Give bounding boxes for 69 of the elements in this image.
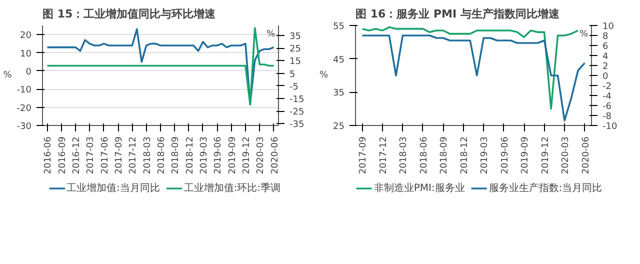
y-axis-title: % — [3, 70, 12, 80]
y2-tick-label: 4 — [602, 52, 608, 62]
y2-tick-label: -2 — [602, 82, 612, 92]
x-tick-label: 2017-09 — [358, 136, 369, 174]
x-tick-label: 2018-06 — [157, 136, 167, 174]
x-tick-label: 2016-06 — [44, 136, 54, 174]
y2-tick-label: -25 — [290, 108, 304, 118]
chart-title: 图 16：服务业 PMI 与生产指数同比增速 — [356, 8, 560, 20]
legend-label: 非制造业PMI:服务业 — [374, 182, 465, 195]
x-tick-label: 2019-12 — [242, 136, 252, 174]
y2-tick-label: 5 — [290, 70, 296, 80]
y-tick-label: 0 — [26, 67, 32, 78]
x-tick-label: 2017-03 — [86, 136, 96, 174]
y2-tick-label: 25 — [290, 44, 301, 55]
x-tick-label: 2018-12 — [185, 136, 196, 174]
legend-label: 工业增加值:环比:季调 — [184, 182, 281, 195]
x-tick-label: 2019-03 — [199, 136, 210, 174]
y2-tick-label: -8 — [602, 112, 612, 122]
y2-tick-label: 10 — [602, 22, 614, 32]
y2-tick-label: 0 — [602, 72, 608, 82]
chart-title: 图 15：工业增加值同比与环比增速 — [42, 8, 217, 20]
y-tick-label: 35 — [333, 88, 344, 99]
y-axis-title: % — [319, 70, 328, 80]
y-tick-label: -10 — [16, 86, 32, 96]
x-tick-label: 2018-06 — [419, 136, 430, 174]
x-tick-label: 2018-03 — [142, 136, 153, 174]
x-tick-label: 2017-12 — [128, 136, 139, 174]
y2-tick-label: 15 — [290, 57, 301, 68]
y-tick-label: 20 — [20, 31, 32, 42]
x-tick-label: 2017-12 — [378, 136, 389, 174]
y2-tick-label: -4 — [602, 92, 612, 102]
y2-tick-label: -35 — [290, 120, 304, 130]
x-tick-label: 2019-06 — [214, 136, 224, 174]
y2-axis-title: % — [580, 30, 588, 40]
x-tick-label: 2018-03 — [399, 136, 410, 174]
y-tick-label: 45 — [333, 55, 344, 66]
y2-tick-label: -6 — [602, 102, 612, 112]
x-tick-label: 2019-12 — [540, 136, 551, 174]
line-series — [361, 26, 579, 110]
y2-tick-label: 35 — [290, 32, 301, 42]
x-tick-label: 2019-09 — [228, 136, 238, 174]
y2-axis-title: % — [266, 30, 276, 40]
x-tick-label: 2017-06 — [100, 136, 110, 174]
x-tick-label: 2020-03 — [256, 136, 266, 174]
legend-label: 工业增加值:当月同比 — [66, 182, 160, 195]
y-tick-label: 55 — [333, 22, 344, 32]
y-tick-label: 10 — [20, 49, 32, 60]
y2-tick-label: 6 — [602, 42, 608, 52]
x-tick-label: 2019-09 — [520, 136, 531, 174]
x-tick-label: 2018-09 — [440, 136, 450, 174]
x-tick-label: 2018-12 — [460, 136, 470, 174]
y2-tick-label: -5 — [290, 82, 298, 92]
y-tick-label: -30 — [16, 122, 32, 132]
x-tick-label: 2017-09 — [114, 136, 125, 174]
legend-label: 服务业生产指数:当月同比 — [488, 182, 602, 195]
y-tick-label: -20 — [16, 104, 32, 114]
x-tick-label: 2016-09 — [58, 136, 68, 174]
y-tick-label: 25 — [333, 122, 344, 132]
x-tick-label: 2018-09 — [171, 136, 182, 174]
y2-tick-label: -10 — [602, 122, 618, 132]
x-tick-label: 2020-06 — [581, 136, 592, 174]
y2-tick-label: 8 — [602, 32, 608, 42]
y2-tick-label: 2 — [602, 62, 608, 72]
x-tick-label: 2016-12 — [72, 136, 82, 174]
x-tick-label: 2020-06 — [270, 136, 280, 174]
x-tick-label: 2020-03 — [561, 136, 572, 174]
x-tick-label: 2019-06 — [500, 136, 510, 174]
x-tick-label: 2019-03 — [480, 136, 490, 174]
y2-tick-label: -15 — [290, 94, 304, 105]
